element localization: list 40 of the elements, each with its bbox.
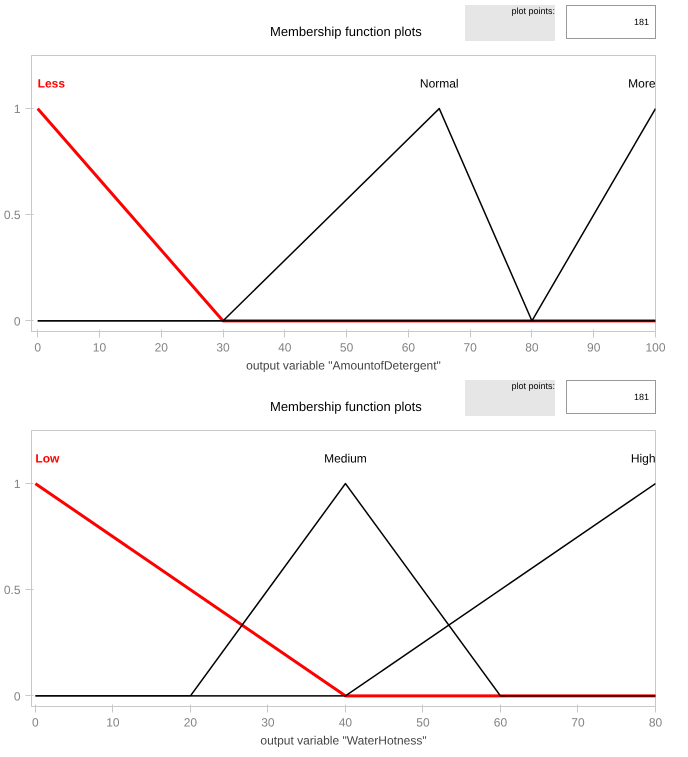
- chart-title: Membership function plots: [270, 398, 422, 416]
- x-tick-label: 60: [402, 340, 416, 354]
- x-tick-label: 80: [648, 716, 662, 730]
- x-tick-label: 20: [154, 340, 168, 354]
- x-tick-label: 30: [216, 340, 230, 354]
- x-tick-label: 10: [106, 716, 120, 730]
- text: Normal: [420, 76, 459, 91]
- series-label: High: [630, 452, 656, 466]
- y-tick-label: 0: [14, 314, 21, 328]
- x-tick-label: 80: [525, 340, 539, 354]
- text: plot points:: [511, 380, 555, 393]
- text: plot points:: [511, 5, 555, 18]
- x-tick-label: 90: [587, 340, 601, 354]
- y-tick-label: 1: [14, 102, 21, 116]
- text: 181: [634, 16, 649, 29]
- text: Medium: [324, 452, 367, 466]
- y-tick-label: 0.5: [4, 583, 21, 598]
- x-tick-label: 60: [494, 716, 508, 730]
- x-tick-label: 40: [278, 340, 292, 354]
- x-axis-title: output variable "AmountofDetergent": [246, 358, 441, 372]
- x-tick-label: 100: [645, 340, 666, 354]
- y-tick-label: 1: [14, 477, 21, 492]
- series-label: Low: [35, 452, 60, 466]
- x-tick-label: 50: [416, 716, 430, 730]
- y-tick-label: 0.5: [4, 208, 21, 222]
- x-tick-label: 70: [571, 716, 585, 730]
- chart-title: Membership function plots: [270, 23, 422, 41]
- x-tick-label: 0: [32, 716, 40, 730]
- x-tick-label: 10: [92, 340, 106, 354]
- text: 181: [634, 391, 649, 404]
- x-tick-label: 20: [184, 716, 198, 730]
- x-tick-label: 70: [463, 340, 478, 354]
- series-label: More: [628, 76, 656, 91]
- x-tick-label: 50: [340, 340, 354, 354]
- x-tick-label: 40: [338, 716, 352, 730]
- x-tick-label: 30: [261, 716, 275, 730]
- y-tick-label: 0: [14, 689, 21, 704]
- x-tick-label: 0: [34, 340, 42, 354]
- x-axis-title: output variable "WaterHotness": [260, 734, 427, 748]
- series-label: Less: [38, 76, 66, 91]
